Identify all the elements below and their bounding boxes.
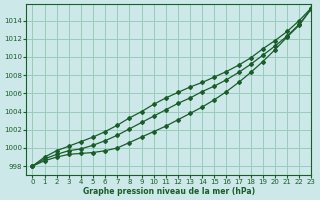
X-axis label: Graphe pression niveau de la mer (hPa): Graphe pression niveau de la mer (hPa) (83, 187, 255, 196)
